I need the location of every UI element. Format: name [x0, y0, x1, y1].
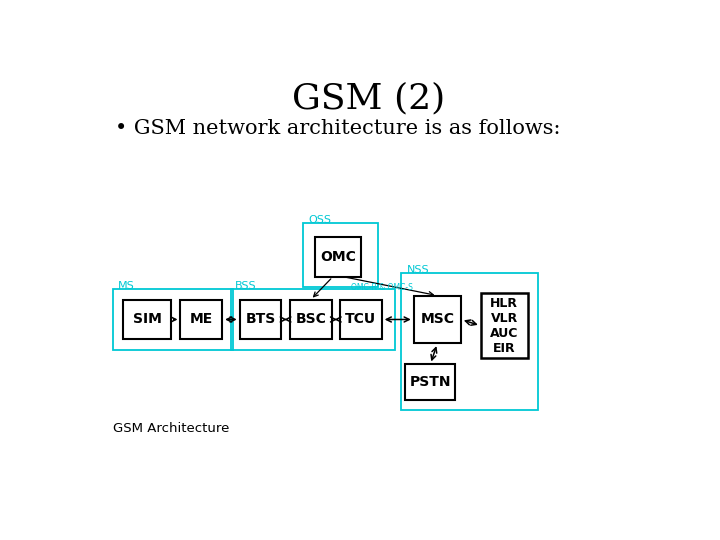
- Text: ME: ME: [189, 313, 213, 327]
- Text: NSS: NSS: [407, 265, 430, 275]
- Text: TCU: TCU: [346, 313, 377, 327]
- Text: MSC: MSC: [420, 313, 454, 327]
- Bar: [289, 300, 332, 339]
- Text: OSS: OSS: [309, 215, 332, 225]
- Text: GSM Architecture: GSM Architecture: [114, 422, 230, 435]
- Text: • GSM network architecture is as follows:: • GSM network architecture is as follows…: [115, 119, 561, 138]
- Bar: [413, 295, 461, 343]
- Text: MS: MS: [118, 281, 135, 292]
- Bar: [230, 289, 395, 349]
- Bar: [124, 300, 171, 339]
- Bar: [181, 300, 222, 339]
- Bar: [340, 300, 382, 339]
- Text: GSM (2): GSM (2): [292, 82, 446, 116]
- Bar: [303, 223, 379, 287]
- Bar: [315, 238, 361, 277]
- Bar: [114, 289, 233, 349]
- Bar: [405, 364, 456, 400]
- Text: OMC-R & OMC-S: OMC-R & OMC-S: [351, 283, 413, 292]
- Text: HLR
VLR
AUC
EIR: HLR VLR AUC EIR: [490, 296, 518, 355]
- Text: SIM: SIM: [132, 313, 161, 327]
- Bar: [401, 273, 538, 410]
- Bar: [240, 300, 282, 339]
- Text: BSC: BSC: [295, 313, 326, 327]
- Text: BTS: BTS: [246, 313, 276, 327]
- Bar: [481, 294, 528, 358]
- Text: OMC: OMC: [320, 250, 356, 264]
- Text: BSS: BSS: [235, 281, 257, 292]
- Text: PSTN: PSTN: [410, 375, 451, 389]
